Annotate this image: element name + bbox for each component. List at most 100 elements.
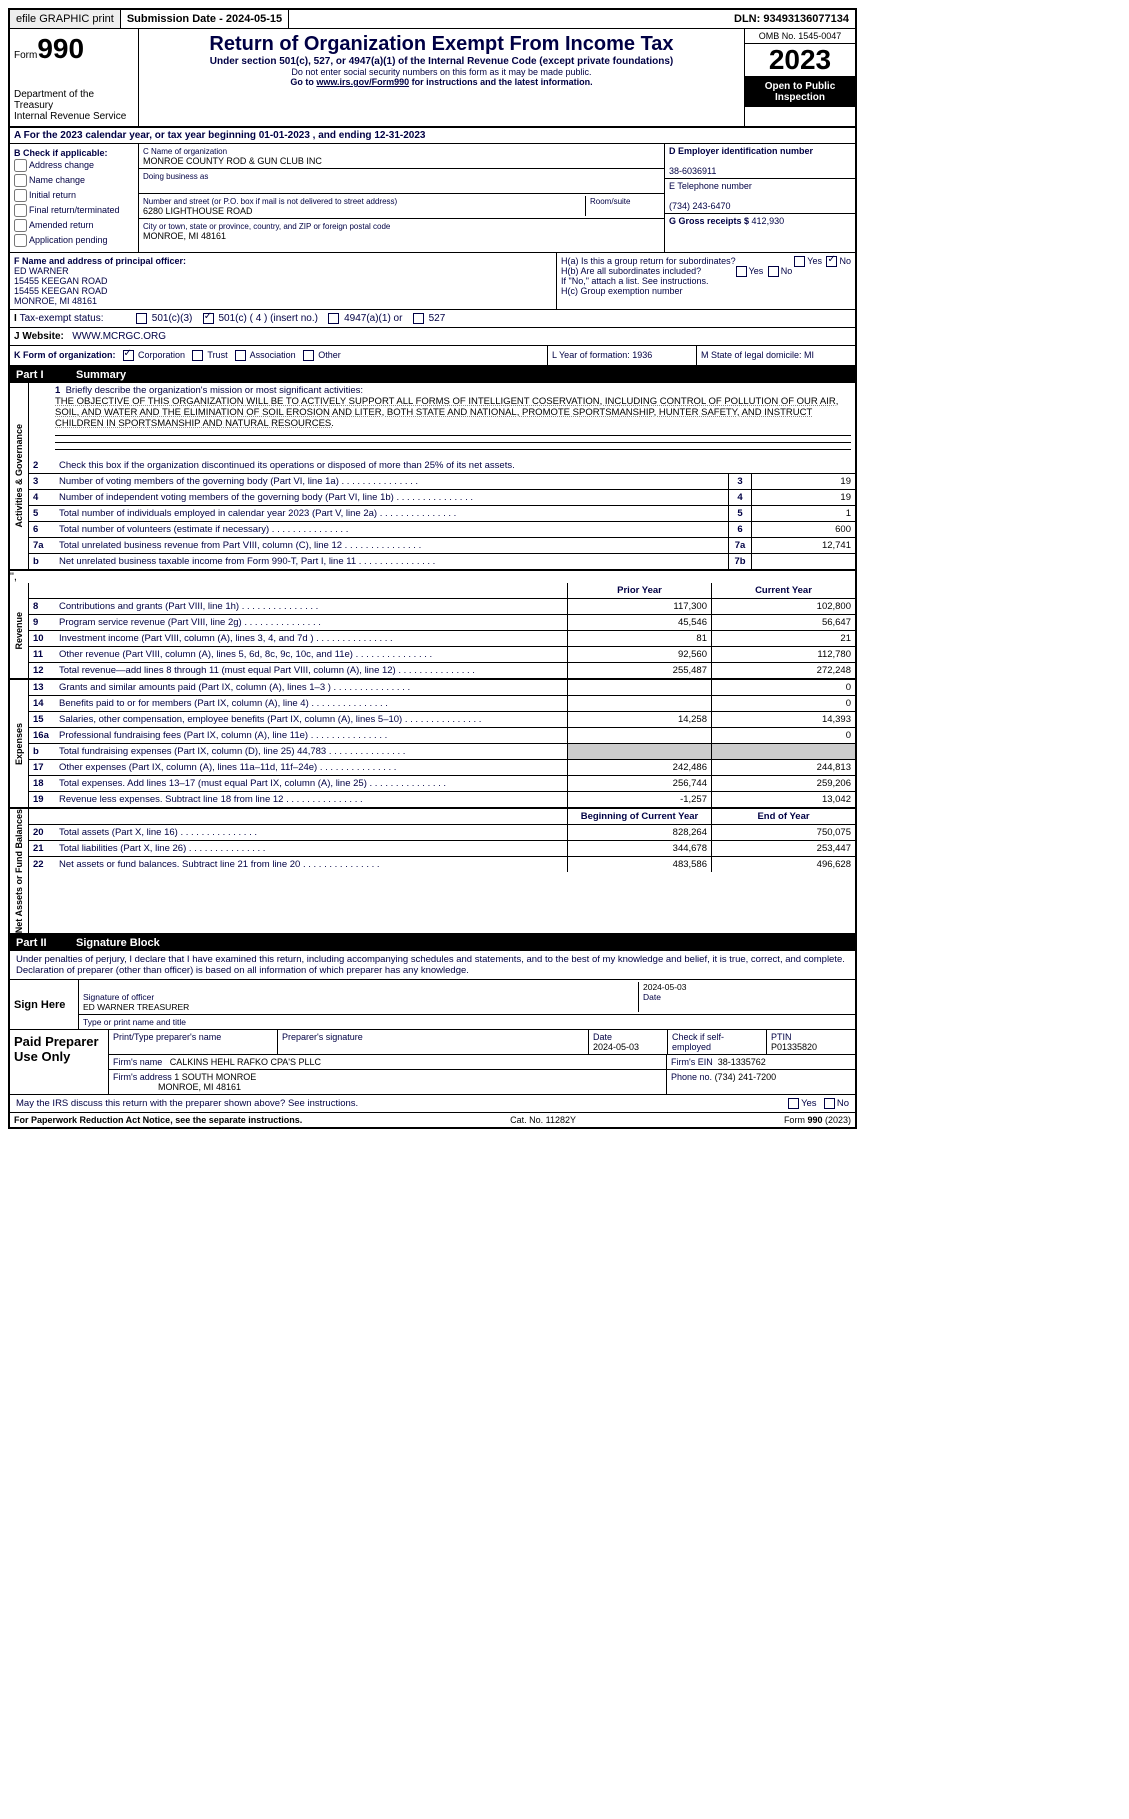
line4: 4 Number of independent voting members o… — [29, 490, 855, 506]
chk-527[interactable] — [413, 313, 424, 324]
hb-yes[interactable] — [736, 266, 747, 277]
ein-label2: Firm's EIN — [671, 1057, 713, 1067]
prep-date-label: Date — [593, 1032, 612, 1042]
row-klm: K Form of organization: Corporation Trus… — [10, 346, 855, 367]
part1-label: Part I — [16, 369, 76, 381]
topbar: efile GRAPHIC print Submission Date - 20… — [10, 10, 855, 29]
mission-num: 1 — [55, 385, 60, 396]
header-mid: Return of Organization Exempt From Incom… — [139, 29, 744, 126]
city-label: City or town, state or province, country… — [143, 222, 390, 231]
addr-label: Firm's address — [113, 1072, 172, 1082]
gross-cell: G Gross receipts $ 412,930 — [665, 214, 855, 228]
officer-addr1: 15455 KEEGAN ROAD — [14, 276, 108, 286]
ha-row: H(a) Is this a group return for subordin… — [561, 256, 851, 266]
firm-ein: 38-1335762 — [718, 1057, 766, 1067]
org-name-cell: C Name of organization MONROE COUNTY ROD… — [139, 144, 664, 169]
header-left: Form990 Department of the Treasury Inter… — [10, 29, 139, 126]
tax-exempt-row: I Tax-exempt status: 501(c)(3) 501(c) ( … — [10, 310, 855, 328]
website-label: J Website: — [14, 331, 64, 342]
part2-title: Signature Block — [76, 937, 160, 949]
ha-no[interactable] — [826, 256, 837, 267]
dln-label: DLN: — [734, 13, 763, 25]
hdr-end: End of Year — [711, 809, 855, 824]
firm-label: Firm's name — [113, 1057, 162, 1067]
form-990-page: efile GRAPHIC print Submission Date - 20… — [8, 8, 857, 1129]
line11: 11 Other revenue (Part VIII, column (A),… — [29, 647, 855, 663]
goto-line: Go to www.irs.gov/Form990 for instructio… — [143, 77, 740, 87]
discuss-text: May the IRS discuss this return with the… — [16, 1098, 358, 1109]
tax-year: 2023 — [745, 44, 855, 77]
hb-row: H(b) Are all subordinates included? Yes … — [561, 266, 851, 276]
ein-value: 38-6036911 — [669, 166, 716, 176]
mission-text: THE OBJECTIVE OF THIS ORGANIZATION WILL … — [55, 396, 838, 429]
section-expenses: Expenses 13 Grants and similar amounts p… — [10, 680, 855, 809]
mission-block: 1 Briefly describe the organization's mi… — [29, 383, 855, 458]
chk-name-change[interactable]: Name change — [14, 173, 134, 188]
line3: 3 Number of voting members of the govern… — [29, 474, 855, 490]
discuss-no[interactable] — [824, 1098, 835, 1109]
efile-print-button[interactable]: efile GRAPHIC print — [10, 10, 121, 28]
hb-note: If "No," attach a list. See instructions… — [561, 276, 851, 286]
chk-app-pending[interactable]: Application pending — [14, 233, 134, 248]
chk-initial-return[interactable]: Initial return — [14, 188, 134, 203]
line15: 15 Salaries, other compensation, employe… — [29, 712, 855, 728]
phone-cell: E Telephone number (734) 243-6470 — [665, 179, 855, 214]
line18: 18 Total expenses. Add lines 13–17 (must… — [29, 776, 855, 792]
chk-assoc[interactable] — [235, 350, 246, 361]
lineb: b Total fundraising expenses (Part IX, c… — [29, 744, 855, 760]
revenue-header: Prior Year Current Year — [29, 583, 855, 599]
footer-left: For Paperwork Reduction Act Notice, see … — [14, 1115, 302, 1125]
city-value: MONROE, MI 48161 — [143, 231, 226, 241]
footer-mid: Cat. No. 11282Y — [510, 1115, 576, 1125]
dln-value: 93493136077134 — [763, 13, 849, 25]
discuss-row: May the IRS discuss this return with the… — [10, 1095, 855, 1113]
preparer-row: Paid Preparer Use Only Print/Type prepar… — [10, 1030, 855, 1095]
chk-501c[interactable] — [203, 313, 214, 324]
chk-address-change[interactable]: Address change — [14, 158, 134, 173]
hdr-prior: Prior Year — [567, 583, 711, 598]
chk-other[interactable] — [303, 350, 314, 361]
ein-label: D Employer identification number — [669, 146, 813, 156]
chk-4947[interactable] — [328, 313, 339, 324]
sig-date: 2024-05-03 — [643, 982, 686, 992]
part2-label: Part II — [16, 937, 76, 949]
box-m-state: M State of legal domicile: MI — [696, 346, 855, 365]
website-value: WWW.MCRGC.ORG — [72, 331, 166, 342]
discuss-yes[interactable] — [788, 1098, 799, 1109]
phone-label2: Phone no. — [671, 1072, 712, 1082]
room-label: Room/suite — [590, 197, 630, 206]
k-label: K Form of organization: — [14, 350, 116, 360]
ha-label: H(a) Is this a group return for subordin… — [561, 256, 736, 266]
line21: 21 Total liabilities (Part X, line 26) 3… — [29, 841, 855, 857]
hdr-curr: Current Year — [711, 583, 855, 598]
page-footer: For Paperwork Reduction Act Notice, see … — [10, 1113, 855, 1127]
prep-sig-label: Preparer's signature — [278, 1030, 589, 1054]
box-l-year: L Year of formation: 1936 — [547, 346, 696, 365]
part1-header: Part I Summary — [10, 367, 855, 383]
chk-corp[interactable] — [123, 350, 134, 361]
chk-amended[interactable]: Amended return — [14, 218, 134, 233]
section-revenue: Revenue Prior Year Current Year 8 Contri… — [10, 583, 855, 680]
tax-exempt-i: I Tax-exempt status: — [14, 313, 134, 324]
chk-trust[interactable] — [192, 350, 203, 361]
form-no: 990 — [37, 33, 84, 64]
sig-officer-name: ED WARNER TREASURER — [83, 1002, 189, 1012]
irs-link[interactable]: www.irs.gov/Form990 — [316, 77, 409, 87]
row-fh: F Name and address of principal officer:… — [10, 253, 855, 310]
firm-name: CALKINS HEHL RAFKO CPA'S PLLC — [170, 1057, 321, 1067]
box-k: K Form of organization: Corporation Trus… — [10, 346, 547, 365]
street-value: 6280 LIGHTHOUSE ROAD — [143, 206, 253, 216]
chk-final-return[interactable]: Final return/terminated — [14, 203, 134, 218]
phone-value: (734) 243-6470 — [669, 201, 731, 211]
line22: 22 Net assets or fund balances. Subtract… — [29, 857, 855, 872]
dln: DLN: 93493136077134 — [728, 10, 855, 28]
dba-cell: Doing business as — [139, 169, 664, 194]
ha-yes[interactable] — [794, 256, 805, 267]
chk-501c3[interactable] — [136, 313, 147, 324]
hb-no[interactable] — [768, 266, 779, 277]
footer-right: Form 990 (2023) — [784, 1115, 851, 1125]
type-name-label: Type or print name and title — [83, 1017, 186, 1027]
form-label: Form — [14, 50, 37, 61]
hc-label: H(c) Group exemption number — [561, 286, 851, 296]
firm-addr2: MONROE, MI 48161 — [158, 1082, 241, 1092]
